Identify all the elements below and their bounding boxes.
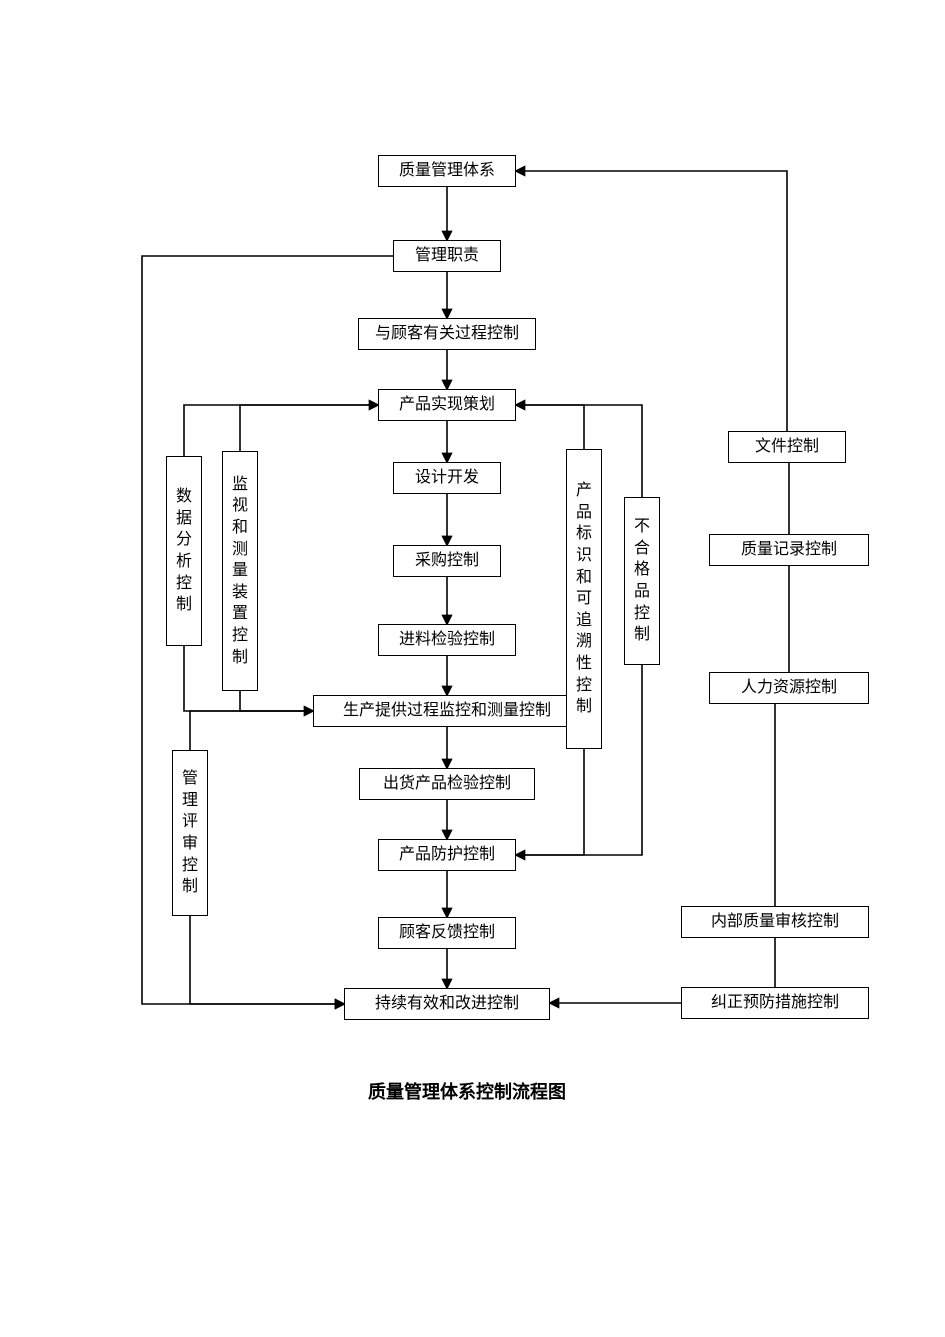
- node-n_data: 数据分析控制: [166, 456, 202, 646]
- node-n_hr: 人力资源控制: [709, 672, 869, 704]
- node-n_incoming: 进料检验控制: [378, 624, 516, 656]
- node-n_capa: 纠正预防措施控制: [681, 987, 869, 1019]
- node-label: 与顾客有关过程控制: [375, 323, 519, 345]
- node-label: 管理评审控制: [182, 768, 198, 898]
- node-n_design: 设计开发: [393, 462, 501, 494]
- node-label: 设计开发: [415, 467, 479, 489]
- node-label: 产品防护控制: [399, 844, 495, 866]
- node-n_doc: 文件控制: [728, 431, 846, 463]
- node-label: 质量记录控制: [741, 539, 837, 561]
- edge-20: [190, 711, 313, 750]
- node-label: 管理职责: [415, 245, 479, 267]
- edge-12: [184, 405, 378, 456]
- node-label: 数据分析控制: [176, 486, 192, 616]
- node-label: 人力资源控制: [741, 677, 837, 699]
- node-label: 进料检验控制: [399, 629, 495, 651]
- node-n_noncon: 不合格品控制: [624, 497, 660, 665]
- node-label: 产品实现策划: [399, 394, 495, 416]
- node-n_feedback: 顾客反馈控制: [378, 917, 516, 949]
- node-label: 采购控制: [415, 550, 479, 572]
- node-label: 顾客反馈控制: [399, 922, 495, 944]
- node-label: 监视和测量装置控制: [232, 474, 248, 668]
- edge-14: [516, 405, 584, 449]
- node-label: 质量管理体系: [399, 160, 495, 182]
- node-n_review: 管理评审控制: [172, 750, 208, 916]
- edge-22: [516, 171, 787, 431]
- node-n_improve: 持续有效和改进控制: [344, 988, 550, 1020]
- node-n_protect: 产品防护控制: [378, 839, 516, 871]
- node-label: 持续有效和改进控制: [375, 993, 519, 1015]
- edge-layer: [0, 0, 945, 1337]
- node-n_outgoing: 出货产品检验控制: [359, 768, 535, 800]
- node-label: 不合格品控制: [634, 516, 650, 646]
- node-label: 生产提供过程监控和测量控制: [343, 700, 551, 722]
- node-label: 纠正预防措施控制: [711, 992, 839, 1014]
- edge-21: [190, 916, 344, 1004]
- node-n_prod: 生产提供过程监控和测量控制: [313, 695, 581, 727]
- node-n_record: 质量记录控制: [709, 534, 869, 566]
- edge-16: [516, 749, 584, 855]
- node-label: 内部质量审核控制: [711, 911, 839, 933]
- flowchart-page: 质量管理体系管理职责与顾客有关过程控制产品实现策划设计开发采购控制进料检验控制生…: [0, 0, 945, 1337]
- node-n_qms: 质量管理体系: [378, 155, 516, 187]
- node-label: 产品标识和可追溯性控制: [576, 480, 592, 718]
- node-n_audit: 内部质量审核控制: [681, 906, 869, 938]
- node-n_ident: 产品标识和可追溯性控制: [566, 449, 602, 749]
- node-n_plan: 产品实现策划: [378, 389, 516, 421]
- node-label: 出货产品检验控制: [383, 773, 511, 795]
- node-n_monitor: 监视和测量装置控制: [222, 451, 258, 691]
- diagram-caption: 质量管理体系控制流程图: [368, 1078, 566, 1104]
- edge-13: [240, 405, 378, 451]
- edge-19: [240, 691, 313, 711]
- node-label: 文件控制: [755, 436, 819, 458]
- node-n_purch: 采购控制: [393, 545, 501, 577]
- node-n_customer: 与顾客有关过程控制: [358, 318, 536, 350]
- node-n_mgmt: 管理职责: [393, 240, 501, 272]
